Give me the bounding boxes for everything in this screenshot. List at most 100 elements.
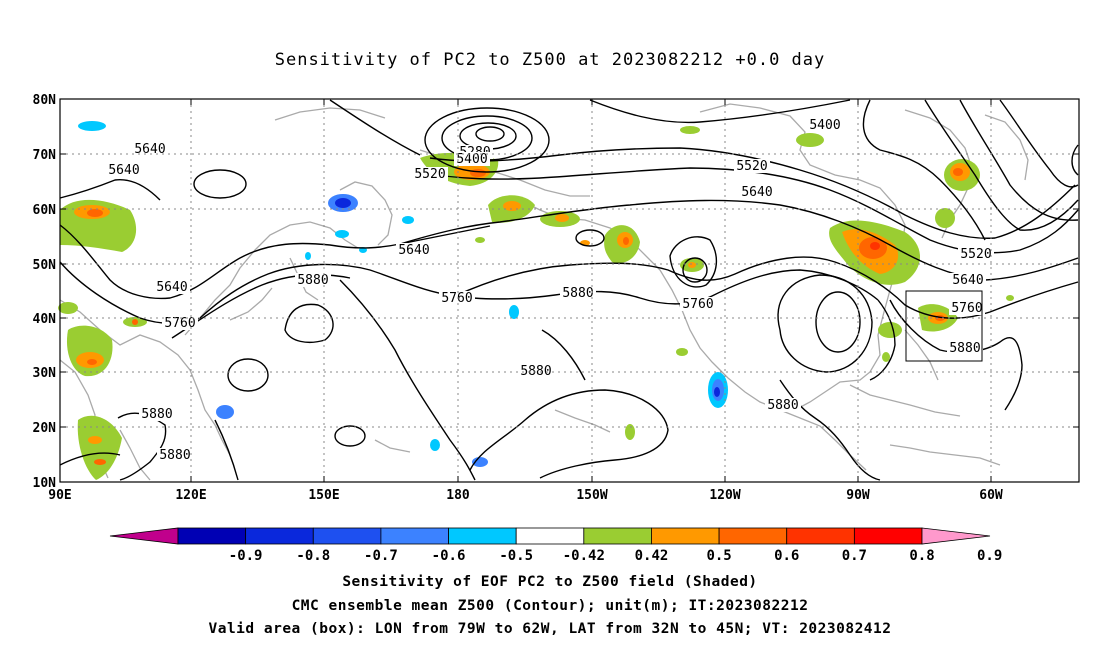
colorbar-swatch	[312, 527, 382, 545]
contour-label-bg	[765, 398, 801, 412]
contour-label: 5760	[441, 291, 472, 306]
caption-line-3: Valid area (box): LON from 79W to 62W, L…	[208, 621, 892, 637]
contour-label-bg	[949, 301, 985, 315]
contour-label: 5880	[297, 273, 328, 288]
contour-label-bg	[950, 273, 986, 287]
contour-5400-pacific	[429, 147, 1076, 239]
lat-label: 80N	[33, 93, 57, 108]
contour-label: 5760	[164, 316, 195, 331]
contour-label: 5880	[767, 398, 798, 413]
contour-label: 5520	[414, 167, 445, 182]
caption-line-2: CMC ensemble mean Z500 (Contour); unit(m…	[291, 598, 809, 614]
colorbar: -0.9 -0.8 -0.7 -0.6 -0.5 -0.42 0.42 0.5 0.6 0.7 0.…	[109, 527, 1002, 564]
colorbar-swatch	[583, 527, 652, 545]
shaded-region-pacific-negative	[708, 372, 728, 408]
colorbar-max-arrow	[921, 527, 991, 545]
colorbar-min-arrow	[109, 527, 179, 545]
contour-label-bg	[439, 291, 475, 305]
lat-label: 40N	[33, 312, 57, 327]
plot-frame	[59, 98, 1080, 483]
contour-label: 5520	[960, 247, 991, 262]
colorbar-label: -0.5	[499, 548, 533, 564]
contour-label-bg	[139, 407, 175, 421]
colorbar-swatch	[177, 527, 247, 545]
contour-label-bg	[680, 297, 716, 311]
contour-5520-pacific	[419, 167, 1079, 254]
lat-label: 60N	[33, 203, 57, 218]
lon-label: 150E	[308, 488, 339, 503]
colorbar-label: 0.42	[635, 548, 669, 564]
contour-label: 5640	[156, 280, 187, 295]
colorbar-swatch	[515, 527, 585, 545]
contour-label-bg	[162, 316, 198, 330]
contour-label: 5400	[456, 152, 487, 167]
contour-label-bg	[132, 142, 168, 156]
contour-label-bg	[157, 448, 193, 462]
caption-line-1: Sensitivity of EOF PC2 to Z500 field (Sh…	[342, 574, 758, 590]
contour-label-bg	[106, 163, 142, 177]
lat-label: 70N	[33, 148, 57, 163]
contour-label-bg	[958, 247, 994, 261]
contour-label-bg	[734, 159, 770, 173]
contour-label: 5640	[741, 185, 772, 200]
shaded-region-okhotsk-negative	[78, 121, 519, 467]
lon-label: 150W	[576, 488, 607, 503]
map-title: Sensitivity of PC2 to Z500 at 2023082212…	[274, 50, 826, 70]
colorbar-label: -0.42	[563, 548, 605, 564]
colorbar-swatch	[380, 527, 449, 545]
lon-label: 120E	[175, 488, 206, 503]
shaded-region-southeast-asia	[77, 415, 122, 480]
colorbar-swatch	[786, 527, 855, 545]
colorbar-label: 0.9	[977, 548, 1002, 564]
contour-label-bg	[518, 364, 554, 378]
contour-5880-subtropics	[454, 269, 879, 305]
contour-label: 5640	[134, 142, 165, 157]
shaded-region-north-america	[796, 133, 1014, 362]
colorbar-swatch	[245, 527, 314, 545]
contour-label: 5640	[398, 243, 429, 258]
contour-label-bg	[560, 286, 596, 300]
lat-lon-gridlines	[60, 99, 1079, 482]
contour-label: 5880	[159, 448, 190, 463]
shaded-region-india	[58, 302, 147, 377]
colorbar-swatch	[448, 527, 517, 545]
colorbar-label: -0.7	[364, 548, 398, 564]
lon-label: 180	[446, 488, 470, 503]
colorbar-label: 0.8	[909, 548, 934, 564]
contour-label-bg	[295, 273, 331, 287]
colorbar-label: 0.5	[706, 548, 731, 564]
lat-label: 20N	[33, 421, 57, 436]
lon-label: 60W	[979, 488, 1003, 503]
colorbar-swatch	[651, 527, 720, 545]
contour-label: 5760	[951, 301, 982, 316]
latitude-labels: 80N 70N 60N 50N 40N 30N 20N 10N	[33, 93, 57, 491]
colorbar-swatch	[853, 527, 923, 545]
colorbar-label: -0.8	[296, 548, 330, 564]
lon-label: 120W	[709, 488, 740, 503]
lon-label: 90W	[846, 488, 870, 503]
shaded-region-north-pacific	[420, 126, 704, 440]
lat-label: 50N	[33, 258, 57, 273]
contour-label-bg	[739, 185, 775, 199]
contour-labels: 5280540055205640564056405760588056405760…	[106, 118, 994, 463]
contour-label-bg	[947, 341, 983, 355]
colorbar-label: -0.6	[432, 548, 466, 564]
colorbar-swatch	[718, 527, 788, 545]
contour-label: 5400	[809, 118, 840, 133]
lat-label: 10N	[33, 476, 57, 491]
contour-label-bg	[154, 280, 190, 294]
longitude-labels: 90E 120E 150E 180 150W 120W 90W 60W	[48, 488, 1003, 503]
lat-label: 30N	[33, 366, 57, 381]
contour-label: 5880	[562, 286, 593, 301]
colorbar-label: -0.9	[229, 548, 263, 564]
contour-label: 5880	[141, 407, 172, 422]
coastlines	[59, 103, 1029, 481]
valid-area-box	[905, 290, 983, 362]
contour-label: 5640	[108, 163, 139, 178]
contour-label: 5760	[682, 297, 713, 312]
lon-label: 90E	[48, 488, 71, 503]
colorbar-label: 0.6	[774, 548, 799, 564]
contour-label-bg	[454, 152, 490, 166]
shaded-region-europe-asia-west	[60, 199, 137, 252]
